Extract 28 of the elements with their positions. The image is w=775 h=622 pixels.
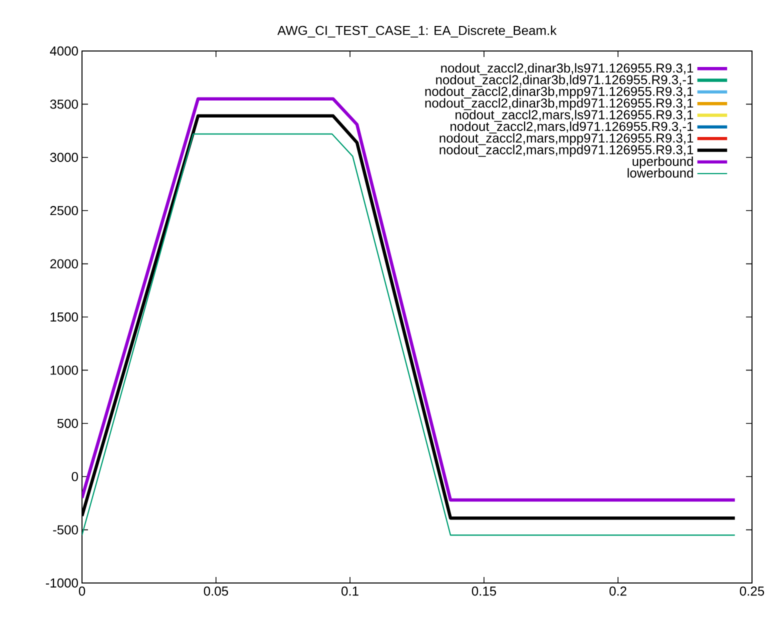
y-tick-label: 3500 <box>50 100 78 109</box>
y-tick-label: 500 <box>57 418 78 428</box>
y-tick-label: 4000 <box>50 46 78 56</box>
legend-label: lowerbound <box>628 168 693 178</box>
y-tick-label: 0 <box>72 472 78 482</box>
legend-label: nodout_zaccl2,dinar3b,mpp971.126955.R9.3,1 <box>425 86 694 99</box>
legend-label: nodout_zaccl2,mars,ls971.126955.R9.3,1 <box>456 110 694 122</box>
y-tick-label: 2000 <box>50 259 78 268</box>
chart-title: AWG_CI_TEST_CASE_1: EA_Discrete_Beam.k <box>277 26 557 38</box>
x-tick-label: 0.1 <box>342 586 358 596</box>
y-tick-label: 2500 <box>50 206 78 216</box>
y-tick-label: 1500 <box>50 312 78 322</box>
legend-label: nodout_zaccl2,dinar3b,mpd971.126955.R9.3,1 <box>425 98 694 110</box>
y-tick-label: -1000 <box>46 578 78 588</box>
x-tick-label: 0.15 <box>472 586 496 596</box>
y-tick-label: 1000 <box>50 366 78 375</box>
y-tick-label: 3000 <box>50 152 78 162</box>
x-tick-label: 0 <box>78 586 86 596</box>
legend-label: nodout_zaccl2,dinar3b,ls971.126955.R9.3,1 <box>441 63 694 76</box>
x-tick-label: 0.25 <box>740 586 764 596</box>
legend-label: nodout_zaccl2,mars,mpp971.126955.R9.3,1 <box>440 133 694 146</box>
legend-label: nodout_zaccl2,mars,ld971.126955.R9.3,-1 <box>450 121 694 134</box>
legend-label: uperbound <box>632 156 693 169</box>
x-tick-label: 0.05 <box>204 586 228 596</box>
legend-label: nodout_zaccl2,dinar3b,ld971.126955.R9.3,-1 <box>436 74 694 87</box>
y-tick-label: -500 <box>53 525 78 534</box>
x-tick-label: 0.2 <box>610 586 626 596</box>
legend-label: nodout_zaccl2,mars,mpd971.126955.R9.3,1 <box>440 144 694 157</box>
